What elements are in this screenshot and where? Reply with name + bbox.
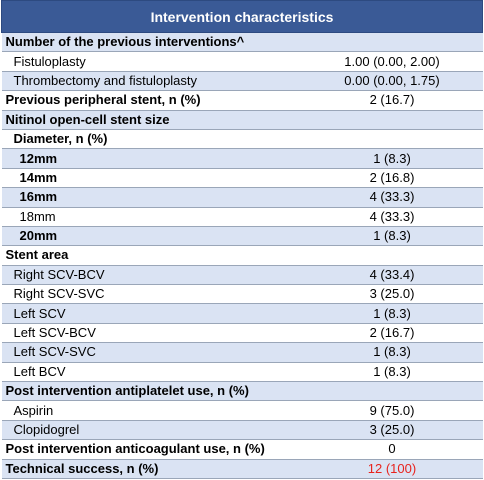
table-row: 18mm 4 (33.3): [1, 207, 483, 227]
row-label: Right SCV-BCV: [1, 265, 302, 286]
row-label: Clopidogrel: [1, 420, 302, 441]
row-value: 1 (8.3): [301, 362, 483, 383]
row-value: 1 (8.3): [301, 148, 483, 169]
row-value: 2 (16.8): [301, 168, 483, 189]
table-row: 20mm 1 (8.3): [1, 226, 483, 247]
row-label: Left BCV: [1, 362, 302, 383]
row-label: 12mm: [1, 148, 302, 169]
row-value: 12 (100): [301, 459, 483, 479]
row-value: 4 (33.3): [301, 207, 483, 227]
table-row: Thrombectomy and fistuloplasty 0.00 (0.00…: [1, 71, 483, 92]
row-value: 2 (16.7): [301, 90, 483, 111]
row-value: 9 (75.0): [301, 400, 483, 421]
row-label: Thrombectomy and fistuloplasty: [1, 71, 302, 92]
table-title: Intervention characteristics: [1, 0, 483, 33]
row-value: 0: [301, 439, 483, 460]
row-label: Technical success, n (%): [1, 459, 302, 479]
table-row: Clopidogrel 3 (25.0): [1, 420, 483, 441]
table-row: Fistuloplasty 1.00 (0.00, 2.00): [1, 51, 483, 72]
row-label: Diameter, n (%): [1, 129, 302, 150]
row-label: Right SCV-SVC: [1, 284, 302, 305]
row-label: 16mm: [1, 187, 302, 208]
row-value: [301, 110, 483, 130]
row-label: Fistuloplasty: [1, 51, 302, 72]
row-value: [301, 32, 483, 53]
table-row: Post intervention anticoagulant use, n (…: [1, 439, 483, 460]
row-value: 3 (25.0): [301, 420, 483, 441]
row-value: [301, 129, 483, 150]
table-row: Aspirin 9 (75.0): [1, 400, 483, 421]
row-label: Previous peripheral stent, n (%): [1, 90, 302, 111]
row-value: 1 (8.3): [301, 226, 483, 247]
row-label: Post intervention antiplatelet use, n (%…: [1, 381, 302, 402]
table-row: Left SCV-SVC 1 (8.3): [1, 342, 483, 363]
row-label: 14mm: [1, 168, 302, 189]
row-value: 4 (33.3): [301, 187, 483, 208]
table-row: Left SCV 1 (8.3): [1, 303, 483, 324]
row-label: Aspirin: [1, 400, 302, 421]
table-row: Stent area: [1, 245, 483, 266]
table-row: Right SCV-BCV 4 (33.4): [1, 265, 483, 286]
row-label: Stent area: [1, 245, 302, 266]
row-value: 1.00 (0.00, 2.00): [301, 51, 483, 72]
row-value: 1 (8.3): [301, 342, 483, 363]
table-row: Left SCV-BCV 2 (16.7): [1, 323, 483, 344]
row-label: 18mm: [1, 207, 302, 227]
table-row: Number of the previous interventions^: [1, 32, 483, 53]
header-row: Intervention characteristics: [1, 0, 483, 33]
table-row: Nitinol open-cell stent size: [1, 110, 483, 130]
table-row: Technical success, n (%) 12 (100): [1, 459, 483, 479]
row-label: Left SCV-BCV: [1, 323, 302, 344]
table-row: 14mm 2 (16.8): [1, 168, 483, 189]
row-value: [301, 381, 483, 402]
row-value: 3 (25.0): [301, 284, 483, 305]
table-row: Right SCV-SVC 3 (25.0): [1, 284, 483, 305]
table-row: 12mm 1 (8.3): [1, 148, 483, 169]
row-label: Left SCV: [1, 303, 302, 324]
row-value: 1 (8.3): [301, 303, 483, 324]
row-label: 20mm: [1, 226, 302, 247]
row-label: Nitinol open-cell stent size: [1, 110, 302, 130]
table-row: 16mm 4 (33.3): [1, 187, 483, 208]
row-label: Number of the previous interventions^: [1, 32, 302, 53]
table-row: Post intervention antiplatelet use, n (%…: [1, 381, 483, 402]
row-value: 4 (33.4): [301, 265, 483, 286]
table-row: Previous peripheral stent, n (%) 2 (16.7): [1, 90, 483, 111]
row-label: Post intervention anticoagulant use, n (…: [1, 439, 302, 460]
table-row: Diameter, n (%): [1, 129, 483, 150]
row-value: 2 (16.7): [301, 323, 483, 344]
table-row: Left BCV 1 (8.3): [1, 362, 483, 383]
row-value: 0.00 (0.00, 1.75): [301, 71, 483, 92]
row-value: [301, 245, 483, 266]
row-label: Left SCV-SVC: [1, 342, 302, 363]
